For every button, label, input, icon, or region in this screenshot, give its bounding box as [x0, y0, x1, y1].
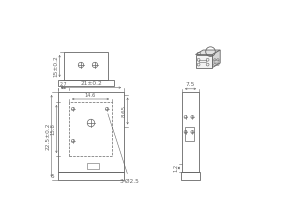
Text: 1.2: 1.2: [173, 164, 178, 172]
Bar: [58, 80, 114, 86]
Polygon shape: [196, 50, 220, 55]
Bar: [197, 52, 200, 54]
Text: 2.7: 2.7: [60, 82, 67, 87]
Bar: [58, 172, 124, 180]
Bar: [87, 163, 99, 169]
Bar: [199, 60, 206, 62]
Text: 15±0.2: 15±0.2: [54, 55, 59, 77]
Bar: [214, 60, 219, 63]
Bar: [181, 172, 200, 180]
Text: 14.6: 14.6: [85, 93, 96, 98]
Text: 5: 5: [51, 173, 55, 178]
Text: 21±0.2: 21±0.2: [80, 81, 102, 86]
Bar: [58, 92, 124, 172]
Bar: [184, 127, 194, 141]
Bar: [182, 92, 199, 172]
Text: 3-Ø2.5: 3-Ø2.5: [108, 114, 140, 184]
Polygon shape: [212, 50, 220, 68]
Text: 15.8: 15.8: [51, 123, 56, 135]
Text: 8.65: 8.65: [122, 105, 127, 117]
Bar: [69, 102, 112, 156]
Polygon shape: [196, 55, 212, 68]
Text: 7.5: 7.5: [186, 82, 195, 87]
Bar: [64, 52, 108, 80]
Text: 22.5±0.2: 22.5±0.2: [46, 122, 51, 150]
